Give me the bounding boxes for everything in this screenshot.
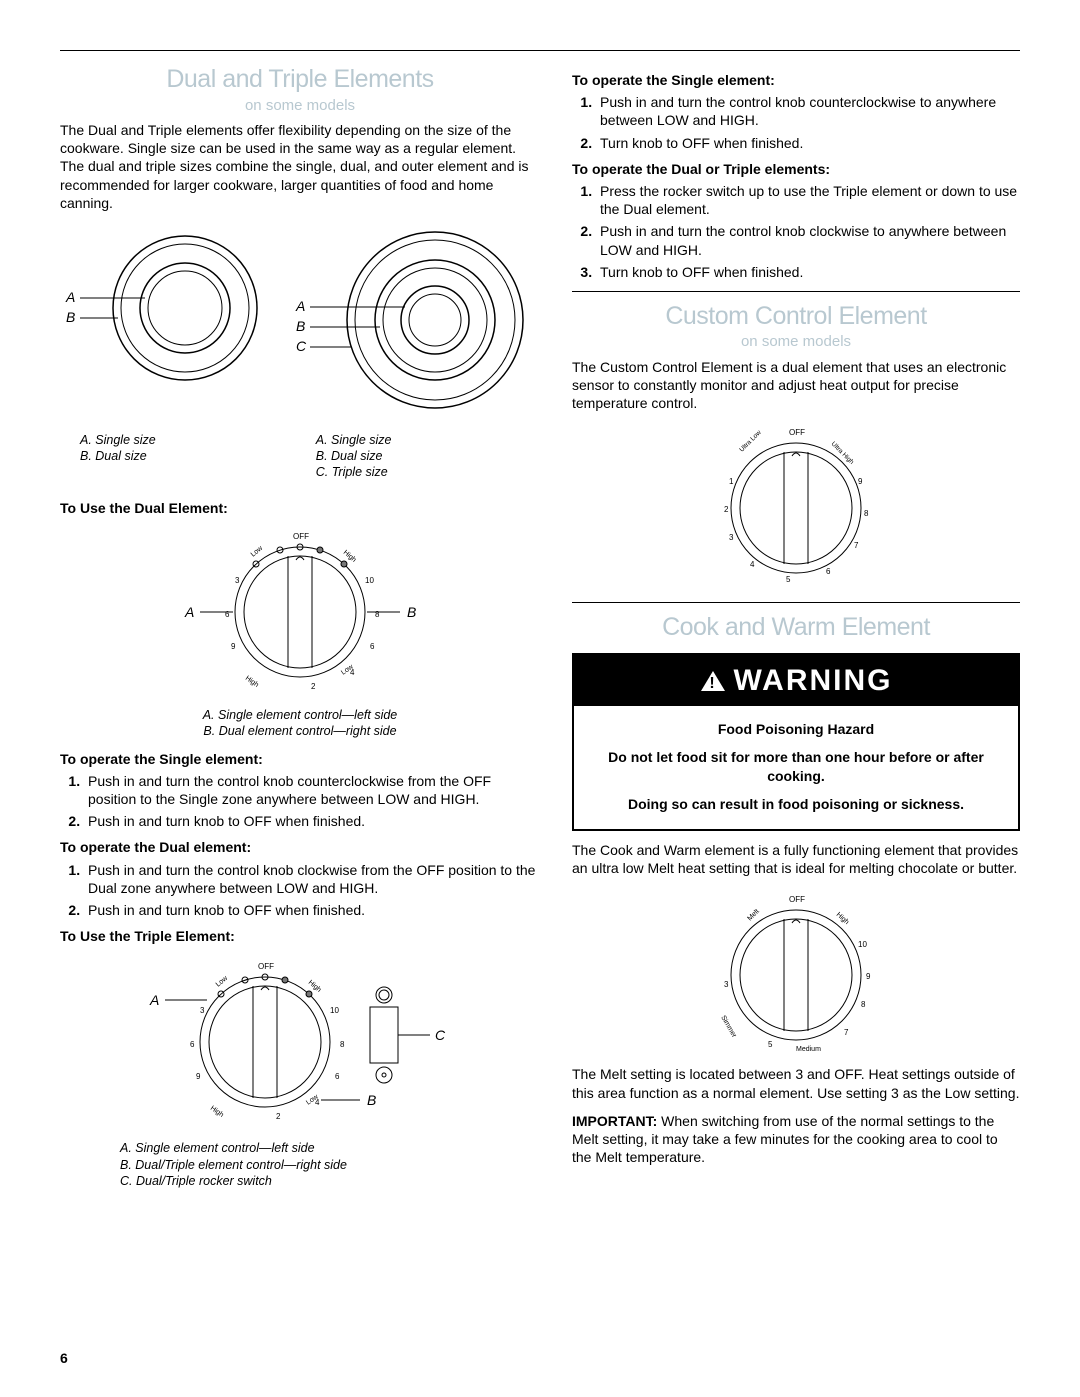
svg-text:!: !: [709, 675, 716, 692]
cc-subtitle: on some models: [572, 332, 1020, 352]
svg-text:3: 3: [724, 980, 729, 989]
left-column: Dual and Triple Elements on some models …: [60, 63, 540, 1199]
svg-text:OFF: OFF: [789, 428, 805, 437]
svg-text:5: 5: [768, 1040, 773, 1049]
dual-knob-figure: OFF Low High High Low 10 8 6 4 2 3 6 9 A…: [60, 527, 540, 701]
op-dual-head: To operate the Dual element:: [60, 838, 540, 856]
cw-knob-figure: OFF Melt High 3 Simmer 5 Medium 78 910: [572, 887, 1020, 1061]
warning-header: ! WARNING: [574, 655, 1018, 706]
svg-text:2: 2: [311, 682, 316, 691]
svg-text:2: 2: [724, 505, 729, 514]
svg-text:3: 3: [235, 576, 240, 585]
svg-text:4: 4: [315, 1098, 320, 1107]
svg-text:9: 9: [231, 642, 236, 651]
op-single-head: To operate the Single element:: [60, 750, 540, 768]
dual-triple-intro: The Dual and Triple elements offer flexi…: [60, 121, 540, 212]
page-number: 6: [60, 1349, 68, 1367]
svg-text:5: 5: [786, 575, 791, 584]
svg-text:Medium: Medium: [796, 1046, 821, 1053]
r-op-dt-list: Press the rocker switch up to use the Tr…: [596, 182, 1020, 281]
triple-circle-diagram: A B C: [290, 230, 540, 420]
svg-text:OFF: OFF: [293, 532, 309, 541]
warning-box: ! WARNING Food Poisoning Hazard Do not l…: [572, 653, 1020, 831]
cw-important: IMPORTANT: When switching from use of th…: [572, 1112, 1020, 1167]
svg-text:High: High: [244, 675, 260, 689]
svg-text:Simmer: Simmer: [719, 1015, 737, 1040]
cc-knob-figure: OFF Ultra Low Ultra High 12 34 56 78 9: [572, 422, 1020, 591]
svg-text:9: 9: [866, 972, 871, 981]
cw-title: Cook and Warm Element: [572, 611, 1020, 644]
svg-text:8: 8: [375, 610, 380, 619]
svg-text:High: High: [209, 1105, 225, 1119]
svg-text:A: A: [149, 992, 159, 1008]
svg-text:B: B: [66, 309, 75, 325]
use-dual-heading: To Use the Dual Element:: [60, 499, 540, 517]
dual-triple-subtitle: on some models: [60, 96, 540, 116]
divider: [572, 291, 1020, 292]
op-dual-list: Push in and turn the control knob clockw…: [84, 861, 540, 920]
cc-title: Custom Control Element: [572, 300, 1020, 333]
svg-text:10: 10: [858, 940, 867, 949]
svg-text:4: 4: [750, 560, 755, 569]
svg-text:Low: Low: [215, 975, 230, 989]
r-op-single-head: To operate the Single element:: [572, 71, 1020, 89]
svg-text:C: C: [296, 338, 307, 354]
svg-text:A: A: [184, 604, 194, 620]
svg-text:C: C: [435, 1027, 446, 1043]
warning-body: Food Poisoning Hazard Do not let food si…: [574, 706, 1018, 829]
svg-text:A: A: [65, 289, 75, 305]
svg-text:7: 7: [844, 1028, 849, 1037]
svg-text:6: 6: [826, 567, 831, 576]
svg-text:A: A: [295, 298, 305, 314]
op-single-list: Push in and turn the control knob counte…: [84, 772, 540, 831]
svg-text:8: 8: [340, 1040, 345, 1049]
r-op-single-list: Push in and turn the control knob counte…: [596, 93, 1020, 152]
svg-text:3: 3: [200, 1006, 205, 1015]
cw-intro: The Cook and Warm element is a fully fun…: [572, 841, 1020, 877]
triple-knob-figure: OFF Low High High Low 10 8 6 4 2 3 6 9: [60, 955, 540, 1134]
svg-text:8: 8: [864, 509, 869, 518]
svg-text:9: 9: [196, 1072, 201, 1081]
svg-text:3: 3: [729, 533, 734, 542]
divider: [572, 602, 1020, 603]
svg-text:B: B: [407, 604, 416, 620]
svg-text:OFF: OFF: [789, 895, 805, 904]
svg-text:6: 6: [370, 642, 375, 651]
r-op-dt-head: To operate the Dual or Triple elements:: [572, 160, 1020, 178]
dual-triple-figure: A B A B C: [60, 230, 540, 420]
svg-text:Ultra Low: Ultra Low: [738, 429, 763, 454]
svg-text:10: 10: [330, 1006, 339, 1015]
cc-intro: The Custom Control Element is a dual ele…: [572, 358, 1020, 413]
svg-text:6: 6: [190, 1040, 195, 1049]
svg-text:8: 8: [861, 1000, 866, 1009]
svg-text:B: B: [367, 1092, 376, 1108]
fig1-captions: A. Single size B. Dual size A. Single si…: [80, 426, 540, 491]
dual-triple-title: Dual and Triple Elements: [60, 63, 540, 96]
svg-text:4: 4: [350, 668, 355, 677]
svg-text:10: 10: [365, 576, 374, 585]
right-column: To operate the Single element: Push in a…: [572, 63, 1020, 1199]
svg-text:Low: Low: [250, 544, 265, 558]
svg-text:6: 6: [335, 1072, 340, 1081]
svg-text:7: 7: [854, 541, 859, 550]
cw-p1: The Melt setting is located between 3 an…: [572, 1065, 1020, 1101]
knob2-caption: A. Single element control—left side B. D…: [120, 1140, 540, 1189]
svg-text:B: B: [296, 318, 305, 334]
knob1-caption: A. Single element control—left side B. D…: [60, 707, 540, 740]
use-triple-heading: To Use the Triple Element:: [60, 927, 540, 945]
svg-text:OFF: OFF: [258, 962, 274, 971]
warning-triangle-icon: !: [700, 669, 726, 693]
svg-text:6: 6: [225, 610, 230, 619]
svg-text:2: 2: [276, 1112, 281, 1121]
dual-circle-diagram: A B: [60, 230, 270, 400]
svg-text:1: 1: [729, 477, 734, 486]
svg-text:Melt: Melt: [746, 908, 760, 922]
svg-text:9: 9: [858, 477, 863, 486]
